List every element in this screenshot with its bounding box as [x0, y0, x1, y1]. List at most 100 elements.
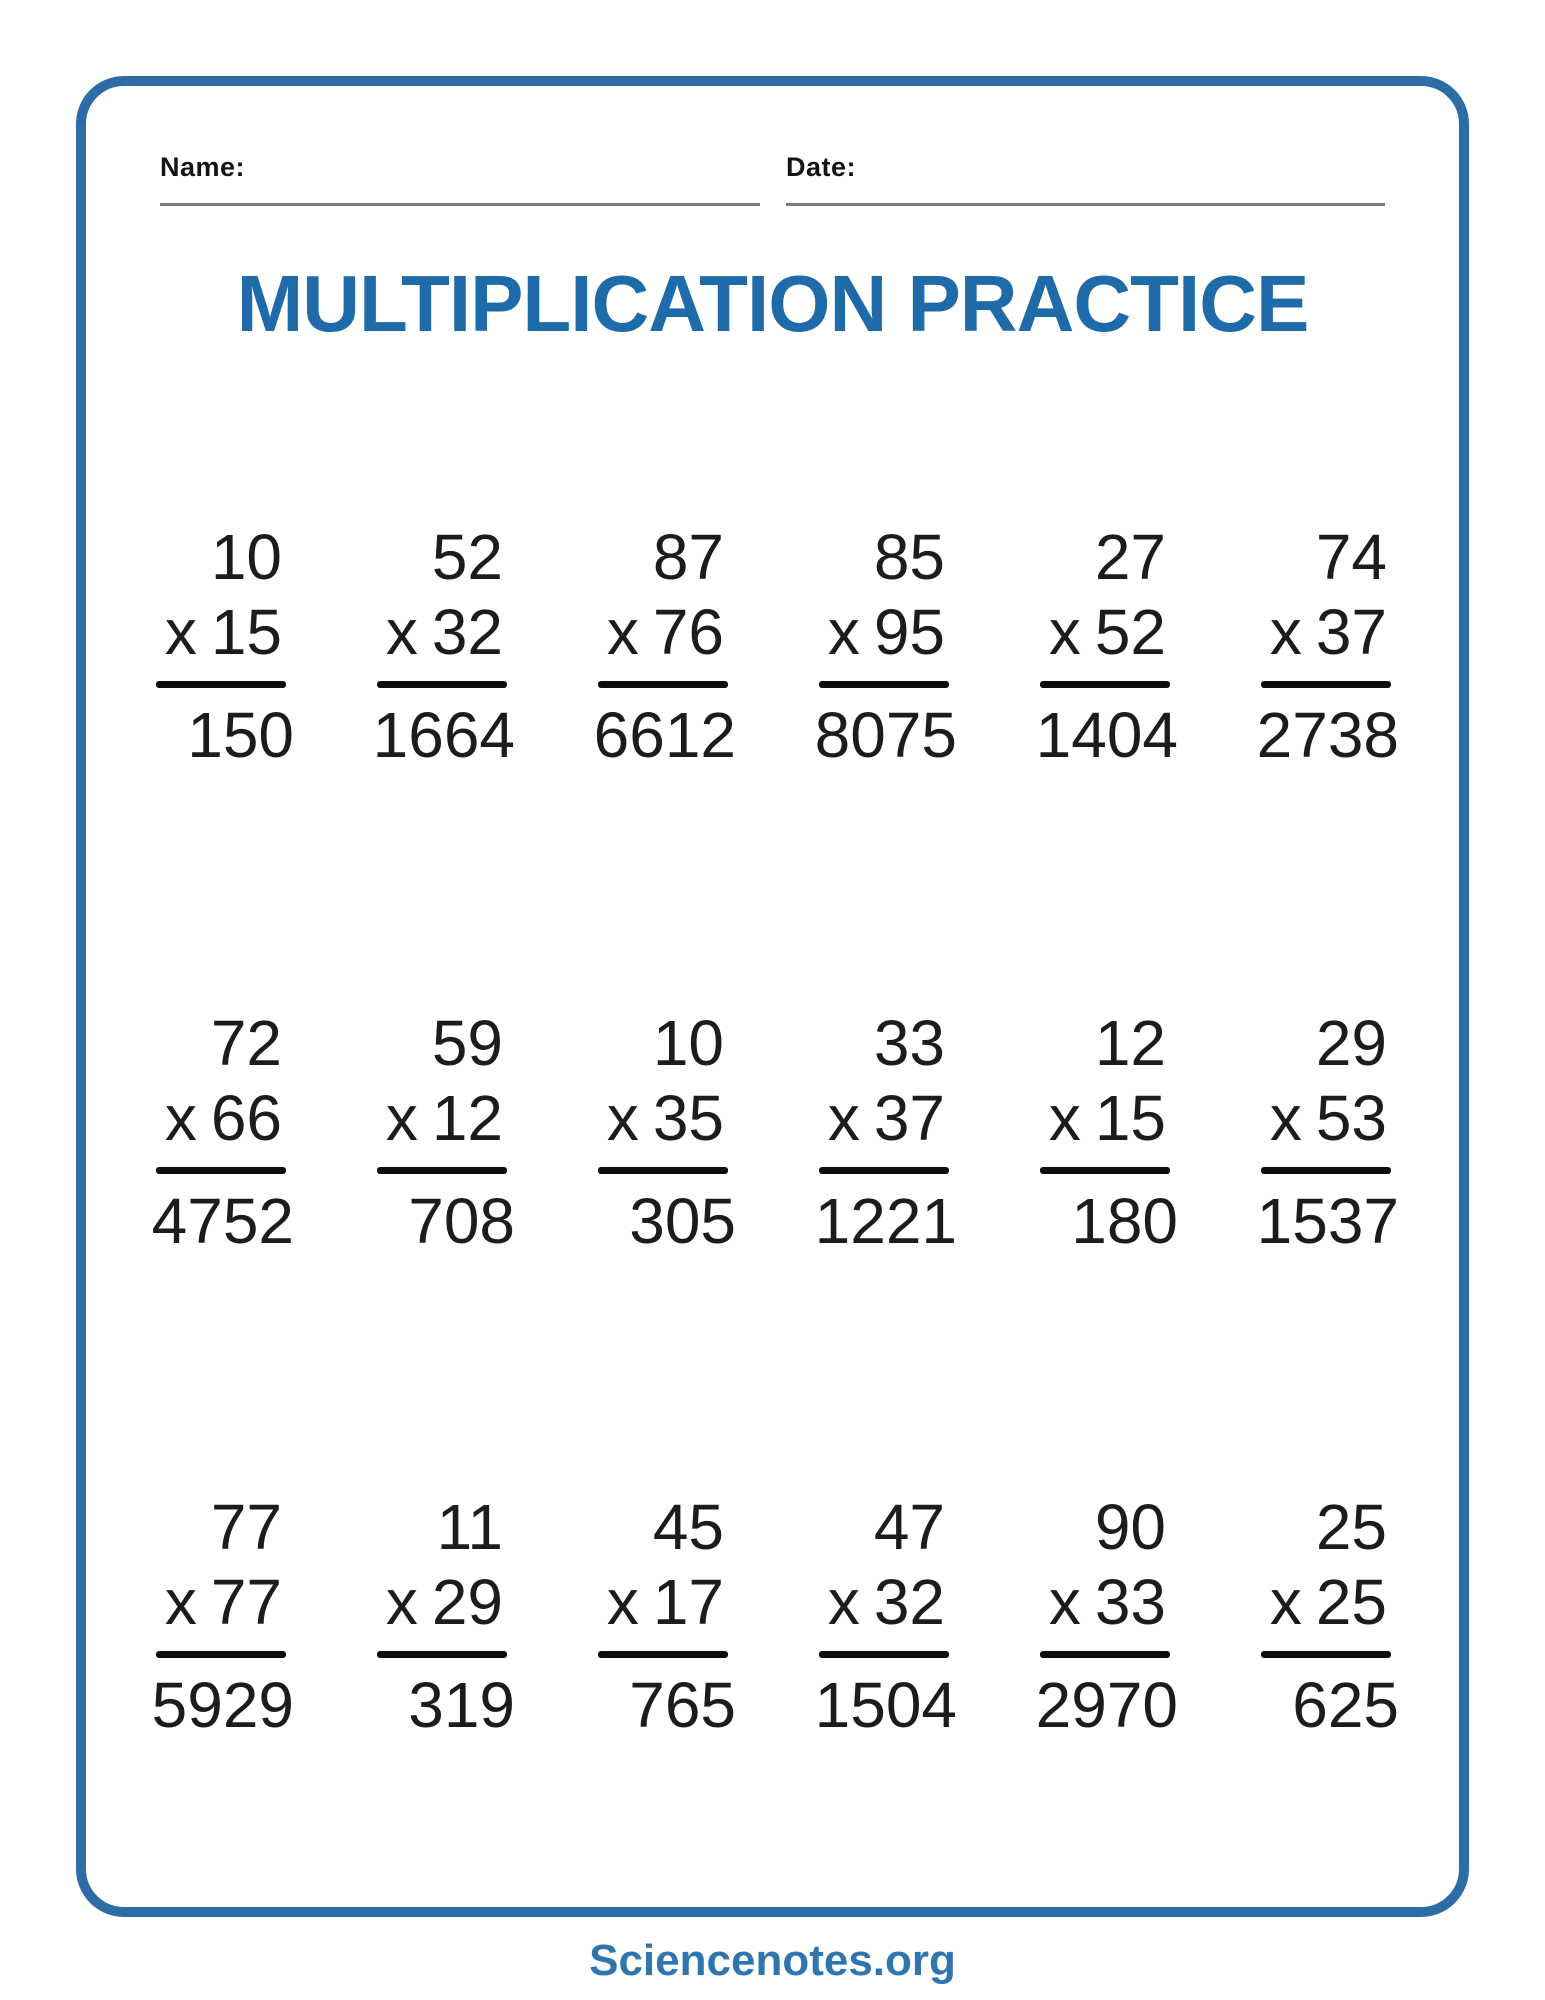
multiplier-row: x 33: [1049, 1565, 1166, 1640]
multiplier-row: x 76: [607, 595, 724, 670]
multiply-operator: x: [385, 1566, 418, 1638]
footer-site-name: Sciencenotes.org: [589, 1936, 956, 1985]
multiplier-row: x 17: [607, 1565, 724, 1640]
name-label: Name:: [160, 152, 246, 182]
multiplication-problem: 11 x 29 319: [377, 1490, 515, 1737]
multiplication-problem: 12 x 15 180: [1040, 1006, 1178, 1253]
page-border-frame: [76, 76, 1469, 1917]
problems-row-3: 77 x 77 5929 11 x 29 319 45 x 17 765 47 x 32…: [65, 1490, 1399, 1737]
date-label: Date:: [786, 152, 857, 182]
multiplier: 15: [1094, 1082, 1166, 1154]
equals-bar: [156, 1651, 286, 1658]
multiplier: 32: [431, 596, 503, 668]
multiplication-problem: 74 x 37 2738: [1257, 520, 1399, 767]
multiply-operator: x: [164, 1082, 197, 1154]
multiplicand: 85: [873, 521, 945, 593]
equals-bar: [1040, 1167, 1170, 1174]
equals-bar: [598, 681, 728, 688]
multiplier: 12: [431, 1082, 503, 1154]
product: 305: [629, 1185, 736, 1257]
multiply-operator: x: [1048, 1082, 1081, 1154]
multiplier: 32: [873, 1566, 945, 1638]
product: 1504: [814, 1669, 957, 1741]
product: 1221: [814, 1185, 957, 1257]
multiply-operator: x: [164, 596, 197, 668]
equals-bar: [377, 1651, 507, 1658]
multiply-operator: x: [1269, 1566, 1302, 1638]
product: 2738: [1256, 699, 1399, 771]
multiplicand: 59: [431, 1007, 503, 1079]
multiplier: 77: [210, 1566, 282, 1638]
multiplicand: 72: [210, 1007, 282, 1079]
multiplication-problem: 29 x 53 1537: [1257, 1006, 1399, 1253]
equals-bar: [598, 1651, 728, 1658]
equals-bar: [1261, 1167, 1391, 1174]
multiplicand: 10: [210, 521, 282, 593]
multiply-operator: x: [1048, 596, 1081, 668]
multiply-operator: x: [164, 1566, 197, 1638]
name-blank-line: [160, 203, 760, 206]
multiplicand: 74: [1315, 521, 1387, 593]
multiplicand: 11: [436, 1491, 503, 1563]
multiply-operator: x: [1269, 1082, 1302, 1154]
multiply-operator: x: [827, 596, 860, 668]
multiplication-problem: 45 x 17 765: [598, 1490, 736, 1737]
multiplicand: 10: [652, 1007, 724, 1079]
multiplicand: 52: [431, 521, 503, 593]
multiplier: 33: [1094, 1566, 1166, 1638]
multiply-operator: x: [1269, 596, 1302, 668]
multiplier: 15: [210, 596, 282, 668]
multiplier-row: x 32: [386, 595, 503, 670]
multiply-operator: x: [827, 1566, 860, 1638]
multiply-operator: x: [1048, 1566, 1081, 1638]
date-blank-line: [786, 203, 1385, 206]
multiply-operator: x: [606, 1566, 639, 1638]
equals-bar: [1040, 1651, 1170, 1658]
multiply-operator: x: [385, 1082, 418, 1154]
multiplication-problem: 33 x 37 1221: [815, 1006, 957, 1253]
multiplication-problem: 77 x 77 5929: [152, 1490, 294, 1737]
multiplication-problem: 72 x 66 4752: [152, 1006, 294, 1253]
multiplication-problem: 87 x 76 6612: [594, 520, 736, 767]
multiplier-row: x 37: [1270, 595, 1387, 670]
multiplier-row: x 32: [828, 1565, 945, 1640]
product: 625: [1292, 1669, 1399, 1741]
product: 765: [629, 1669, 736, 1741]
page-title: MULTIPLICATION PRACTICE: [236, 259, 1310, 348]
multiplicand: 29: [1315, 1007, 1387, 1079]
multiplier-row: x 15: [165, 595, 282, 670]
multiplication-problem: 85 x 95 8075: [815, 520, 957, 767]
multiplication-problem: 25 x 25 625: [1261, 1490, 1399, 1737]
multiplier: 95: [873, 596, 945, 668]
product: 1404: [1035, 699, 1178, 771]
equals-bar: [598, 1167, 728, 1174]
multiplier-row: x 53: [1270, 1081, 1387, 1156]
multiplier-row: x 35: [607, 1081, 724, 1156]
multiplicand: 45: [652, 1491, 724, 1563]
multiply-operator: x: [606, 596, 639, 668]
multiplier: 76: [652, 596, 724, 668]
multiplicand: 47: [873, 1491, 945, 1563]
equals-bar: [156, 1167, 286, 1174]
product: 1664: [372, 699, 515, 771]
multiplication-problem: 10 x 35 305: [598, 1006, 736, 1253]
multiplier-row: x 95: [828, 595, 945, 670]
multiplicand: 27: [1094, 521, 1166, 593]
product: 6612: [593, 699, 736, 771]
multiplication-problem: 47 x 32 1504: [815, 1490, 957, 1737]
multiplication-problem: 52 x 32 1664: [373, 520, 515, 767]
multiplier-row: x 29: [386, 1565, 503, 1640]
multiplier: 17: [652, 1566, 724, 1638]
equals-bar: [1261, 1651, 1391, 1658]
multiplier-row: x 52: [1049, 595, 1166, 670]
problems-row-2: 72 x 66 4752 59 x 12 708 10 x 35 305 33 x 37…: [65, 1006, 1399, 1257]
multiplier-row: x 12: [386, 1081, 503, 1156]
product: 1537: [1256, 1185, 1399, 1257]
multiplier: 37: [1315, 596, 1387, 668]
multiplier-row: x 37: [828, 1081, 945, 1156]
multiplier-row: x 15: [1049, 1081, 1166, 1156]
equals-bar: [156, 681, 286, 688]
product: 708: [408, 1185, 515, 1257]
